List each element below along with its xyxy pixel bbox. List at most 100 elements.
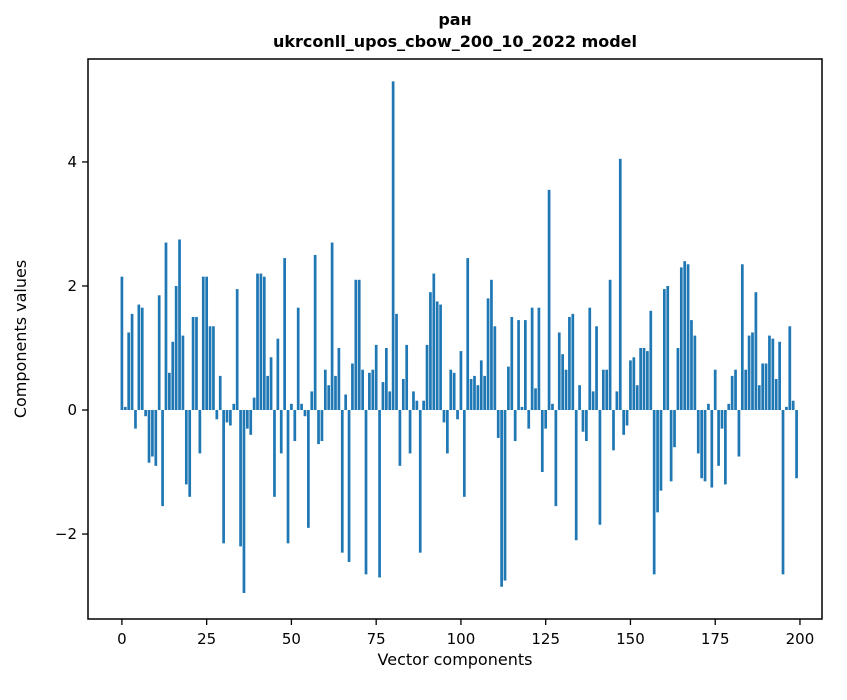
bar bbox=[771, 338, 775, 411]
bar bbox=[493, 326, 497, 411]
bar bbox=[283, 258, 286, 411]
bar bbox=[174, 285, 178, 411]
bar bbox=[313, 254, 317, 411]
bar bbox=[327, 385, 331, 411]
bar bbox=[347, 410, 351, 562]
bar bbox=[184, 410, 188, 485]
bar bbox=[785, 406, 788, 411]
x-tick-label: 100 bbox=[447, 630, 476, 648]
bar bbox=[425, 344, 429, 411]
bar bbox=[446, 410, 449, 454]
bars-layer bbox=[120, 81, 798, 593]
bar bbox=[717, 410, 720, 466]
bar bbox=[551, 403, 554, 411]
bar bbox=[788, 326, 792, 411]
bar bbox=[724, 410, 727, 485]
bar bbox=[544, 410, 548, 429]
bar bbox=[286, 410, 290, 544]
bar bbox=[120, 276, 124, 410]
bar bbox=[232, 403, 236, 411]
bar bbox=[568, 316, 571, 410]
bar bbox=[225, 410, 229, 423]
bar bbox=[554, 410, 558, 507]
bar bbox=[490, 279, 493, 411]
bar bbox=[381, 382, 385, 411]
bar bbox=[235, 289, 239, 411]
bar bbox=[574, 410, 578, 541]
bar bbox=[439, 304, 442, 411]
bar bbox=[459, 351, 463, 410]
bar bbox=[229, 410, 232, 426]
bar bbox=[496, 410, 500, 438]
bar bbox=[334, 375, 337, 411]
bar bbox=[649, 310, 653, 410]
bar bbox=[761, 363, 765, 411]
bar bbox=[351, 363, 354, 411]
bar bbox=[622, 410, 626, 435]
bar bbox=[222, 410, 225, 544]
bar bbox=[618, 158, 622, 410]
bar bbox=[710, 410, 714, 488]
x-tick-label: 150 bbox=[616, 630, 645, 648]
bar bbox=[330, 242, 334, 411]
x-tick-label: 0 bbox=[117, 630, 127, 648]
bar bbox=[181, 335, 185, 411]
bar bbox=[608, 279, 612, 411]
bar bbox=[242, 410, 246, 593]
x-tick-label: 125 bbox=[531, 630, 560, 648]
bar bbox=[679, 267, 683, 411]
bar bbox=[218, 375, 222, 411]
bar bbox=[317, 410, 320, 445]
bar bbox=[513, 410, 517, 442]
bar bbox=[249, 410, 253, 435]
bar bbox=[168, 372, 171, 411]
bar bbox=[483, 375, 487, 411]
bar bbox=[212, 326, 215, 411]
bar bbox=[791, 400, 795, 411]
bar bbox=[205, 276, 209, 410]
bar bbox=[734, 369, 737, 411]
y-tick-label: 2 bbox=[67, 277, 77, 295]
bar bbox=[781, 410, 785, 575]
bar bbox=[178, 239, 181, 411]
bar bbox=[571, 313, 575, 410]
bar bbox=[215, 410, 219, 420]
bar bbox=[161, 410, 164, 507]
bar bbox=[642, 347, 646, 411]
bar bbox=[523, 320, 527, 411]
bar bbox=[154, 410, 158, 466]
bar bbox=[456, 410, 459, 420]
y-tick-label: −2 bbox=[55, 525, 77, 543]
bar bbox=[683, 261, 687, 411]
bar bbox=[398, 410, 402, 466]
bar bbox=[639, 347, 642, 411]
bar bbox=[408, 410, 412, 454]
y-tick-label: 4 bbox=[67, 153, 77, 171]
bar bbox=[537, 307, 541, 411]
bar bbox=[774, 379, 778, 411]
bar bbox=[188, 410, 192, 497]
bar bbox=[547, 189, 551, 411]
plot-border bbox=[87, 58, 823, 620]
bar bbox=[578, 385, 581, 411]
bar bbox=[195, 316, 198, 410]
bar bbox=[127, 332, 131, 411]
bar bbox=[429, 292, 432, 411]
bar bbox=[147, 410, 151, 463]
bar bbox=[123, 406, 127, 411]
bar bbox=[415, 400, 419, 411]
bar bbox=[530, 307, 534, 411]
x-axis-label: Vector components bbox=[378, 650, 533, 669]
bar bbox=[601, 369, 605, 411]
bar bbox=[632, 357, 636, 410]
x-tick-label: 175 bbox=[701, 630, 730, 648]
bar bbox=[751, 332, 754, 411]
bar bbox=[449, 369, 453, 411]
bar bbox=[303, 410, 307, 417]
bar bbox=[296, 307, 300, 411]
bar bbox=[256, 273, 259, 410]
bar bbox=[378, 410, 381, 578]
bar bbox=[245, 410, 249, 429]
bar bbox=[469, 379, 473, 411]
bar bbox=[466, 258, 470, 411]
